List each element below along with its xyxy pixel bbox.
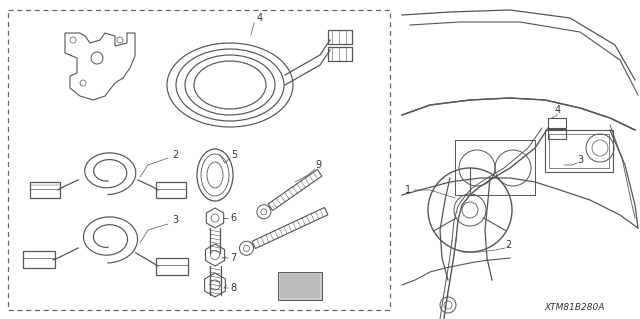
- Bar: [549, 134, 609, 168]
- Text: 2: 2: [505, 240, 511, 250]
- Text: 3: 3: [577, 155, 583, 165]
- Text: 2: 2: [172, 150, 178, 160]
- Bar: [23, 251, 55, 268]
- Bar: [156, 182, 186, 198]
- Bar: [30, 182, 60, 198]
- Text: 3: 3: [172, 215, 178, 225]
- Bar: [545, 130, 613, 172]
- Text: 9: 9: [315, 160, 321, 170]
- Bar: [8, 10, 390, 310]
- Bar: [328, 30, 352, 44]
- Bar: [280, 274, 320, 298]
- Bar: [328, 47, 352, 61]
- Text: 1: 1: [405, 185, 411, 195]
- Text: 7: 7: [230, 253, 236, 263]
- Text: 8: 8: [230, 283, 236, 293]
- Bar: [278, 272, 322, 300]
- Text: XTM81B280A: XTM81B280A: [545, 303, 605, 313]
- Bar: [156, 258, 188, 275]
- Bar: [548, 118, 566, 128]
- Text: 4: 4: [257, 13, 263, 23]
- Text: 6: 6: [230, 213, 236, 223]
- Text: 4: 4: [555, 105, 561, 115]
- Text: 5: 5: [231, 150, 237, 160]
- Bar: [548, 129, 566, 139]
